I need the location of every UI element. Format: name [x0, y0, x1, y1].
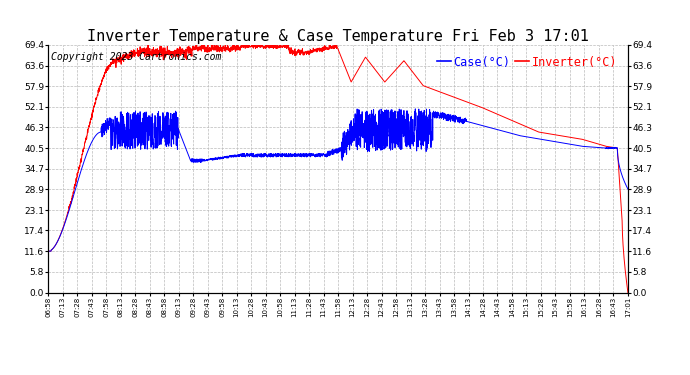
Text: Copyright 2023 Cartronics.com: Copyright 2023 Cartronics.com — [51, 53, 221, 62]
Legend: Case(°C), Inverter(°C): Case(°C), Inverter(°C) — [432, 51, 622, 74]
Title: Inverter Temperature & Case Temperature Fri Feb 3 17:01: Inverter Temperature & Case Temperature … — [87, 29, 589, 44]
